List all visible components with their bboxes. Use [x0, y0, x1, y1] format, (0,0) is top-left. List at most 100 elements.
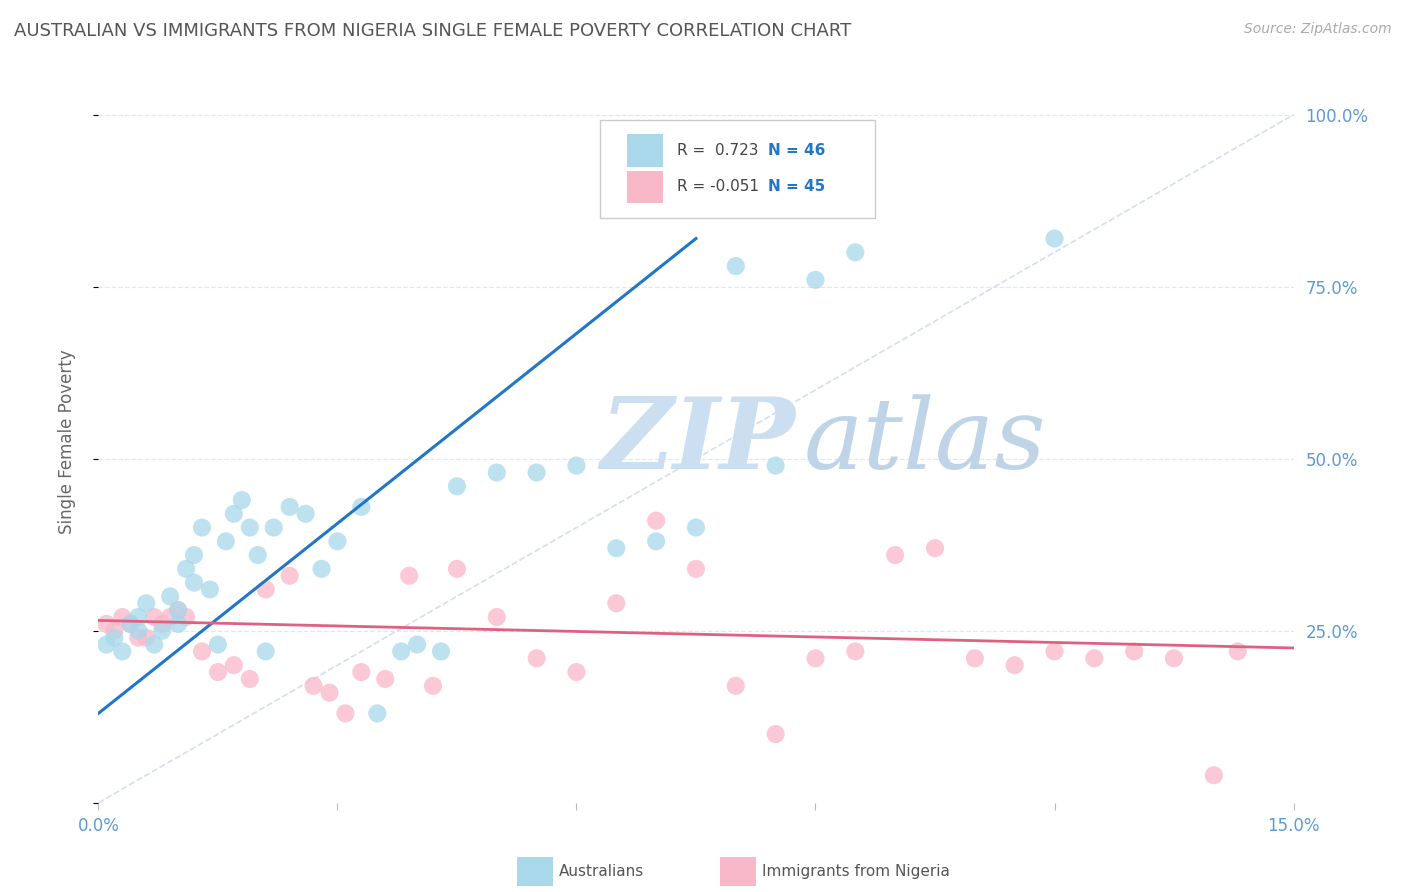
Bar [627, 135, 662, 167]
Point [398, 568, 420, 582]
Point [335, 706, 357, 721]
Point [222, 658, 245, 673]
Point [565, 665, 588, 679]
Point [963, 651, 986, 665]
Text: Immigrants from Nigeria: Immigrants from Nigeria [762, 864, 949, 879]
FancyBboxPatch shape [600, 120, 875, 218]
Point [239, 672, 262, 686]
Point [127, 624, 149, 638]
Point [1163, 651, 1185, 665]
Point [605, 596, 627, 610]
Point [366, 706, 388, 721]
Point [167, 616, 190, 631]
Point [278, 500, 301, 514]
Point [239, 520, 262, 534]
Point [143, 638, 166, 652]
Point [565, 458, 588, 473]
Bar [627, 170, 662, 203]
Point [765, 458, 787, 473]
Point [724, 259, 747, 273]
Text: ZIP: ZIP [600, 393, 796, 490]
Point [645, 534, 668, 549]
Point [215, 534, 238, 549]
Point [318, 686, 340, 700]
Text: R =  0.723: R = 0.723 [676, 144, 758, 158]
Point [485, 466, 508, 480]
Point [1043, 644, 1066, 658]
Point [1226, 644, 1249, 658]
Point [127, 610, 149, 624]
Point [844, 644, 866, 658]
Point [765, 727, 787, 741]
Point [326, 534, 349, 549]
Point [143, 610, 166, 624]
Point [430, 644, 453, 658]
Point [526, 466, 548, 480]
Point [207, 665, 229, 679]
Point [167, 603, 190, 617]
Point [111, 610, 134, 624]
Point [311, 562, 333, 576]
Point [294, 507, 316, 521]
Text: atlas: atlas [804, 394, 1046, 489]
Point [159, 610, 181, 624]
Y-axis label: Single Female Poverty: Single Female Poverty [58, 350, 76, 533]
Point [103, 631, 125, 645]
Point [804, 651, 827, 665]
Point [389, 644, 412, 658]
Point [103, 624, 125, 638]
Point [278, 568, 301, 582]
Point [406, 638, 429, 652]
Text: Australians: Australians [558, 864, 644, 879]
Point [685, 562, 707, 576]
Point [127, 631, 149, 645]
Text: N = 45: N = 45 [768, 179, 825, 194]
Point [422, 679, 444, 693]
Point [254, 644, 277, 658]
Point [844, 245, 866, 260]
Text: R = -0.051: R = -0.051 [676, 179, 759, 194]
Point [263, 520, 285, 534]
Point [924, 541, 946, 556]
Point [1043, 231, 1066, 245]
Point [804, 273, 827, 287]
Point [191, 520, 214, 534]
Point [724, 679, 747, 693]
Point [191, 644, 214, 658]
Point [254, 582, 277, 597]
Point [167, 603, 190, 617]
Point [1123, 644, 1146, 658]
Point [1083, 651, 1105, 665]
Point [120, 616, 142, 631]
Point [150, 624, 173, 638]
Point [120, 616, 142, 631]
Text: N = 46: N = 46 [768, 144, 825, 158]
Point [135, 596, 157, 610]
Point [246, 548, 269, 562]
Point [485, 610, 508, 624]
Point [183, 548, 205, 562]
Text: Source: ZipAtlas.com: Source: ZipAtlas.com [1244, 22, 1392, 37]
Point [685, 520, 707, 534]
Point [884, 548, 907, 562]
Point [446, 479, 468, 493]
Point [150, 616, 173, 631]
Point [302, 679, 325, 693]
Point [350, 500, 373, 514]
Point [446, 562, 468, 576]
Bar [517, 857, 553, 886]
Bar [720, 857, 756, 886]
Point [231, 493, 253, 508]
Point [198, 582, 221, 597]
Point [1202, 768, 1225, 782]
Point [605, 541, 627, 556]
Point [135, 631, 157, 645]
Point [222, 507, 245, 521]
Point [159, 590, 181, 604]
Point [111, 644, 134, 658]
Point [174, 562, 197, 576]
Point [350, 665, 373, 679]
Point [174, 610, 197, 624]
Point [645, 514, 668, 528]
Point [1004, 658, 1026, 673]
